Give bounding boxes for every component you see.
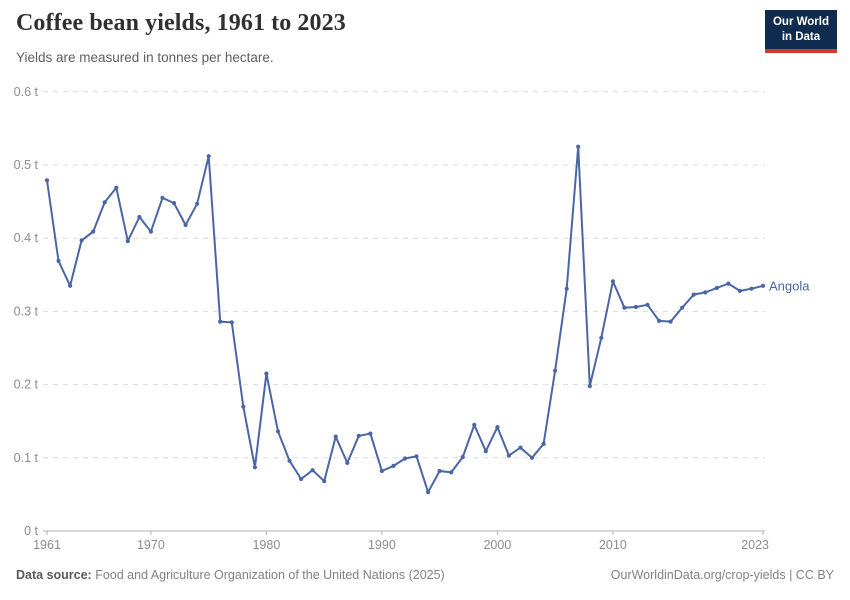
chart-subtitle: Yields are measured in tonnes per hectar… xyxy=(16,50,274,65)
data-point[interactable] xyxy=(333,434,338,439)
data-point[interactable] xyxy=(322,479,327,484)
y-tick-label: 0.3 t xyxy=(14,304,39,318)
data-point[interactable] xyxy=(148,229,153,234)
data-point[interactable] xyxy=(218,319,223,324)
data-point[interactable] xyxy=(553,368,558,373)
y-tick-label: 0.6 t xyxy=(14,85,39,99)
data-source-text: Food and Agriculture Organization of the… xyxy=(91,568,445,582)
data-point[interactable] xyxy=(518,445,523,450)
chart-footer: Data source: Food and Agriculture Organi… xyxy=(16,568,834,582)
owid-logo-line2: in Data xyxy=(781,30,821,43)
data-point[interactable] xyxy=(356,433,361,438)
y-tick-label: 0.2 t xyxy=(14,378,39,392)
data-point[interactable] xyxy=(668,319,673,324)
footer-license-link[interactable]: OurWorldinData.org/crop-yields | CC BY xyxy=(610,568,834,582)
data-point[interactable] xyxy=(414,454,419,459)
data-point[interactable] xyxy=(587,384,592,389)
data-point[interactable] xyxy=(402,456,408,461)
data-point[interactable] xyxy=(345,460,350,465)
data-point[interactable] xyxy=(599,335,604,340)
data-point[interactable] xyxy=(68,283,73,288)
data-point[interactable] xyxy=(472,422,477,427)
data-point[interactable] xyxy=(449,470,454,475)
data-point[interactable] xyxy=(714,285,719,291)
data-point[interactable] xyxy=(310,468,315,473)
data-point[interactable] xyxy=(564,286,569,291)
data-point[interactable] xyxy=(299,476,304,482)
x-tick-label: 1980 xyxy=(252,538,280,552)
y-tick-label: 0.5 t xyxy=(14,158,39,172)
owid-logo[interactable]: Our World in Data xyxy=(764,10,837,53)
data-point[interactable] xyxy=(633,304,639,310)
x-tick-label: 2000 xyxy=(483,538,511,552)
data-point[interactable] xyxy=(495,425,500,430)
x-tick-label: 1990 xyxy=(368,538,396,552)
data-point[interactable] xyxy=(529,455,535,460)
data-point[interactable] xyxy=(541,441,546,446)
owid-logo-line1: Our World xyxy=(772,16,829,28)
data-point[interactable] xyxy=(195,201,200,206)
data-point[interactable] xyxy=(368,431,373,436)
data-point[interactable] xyxy=(287,458,292,463)
data-point[interactable] xyxy=(622,305,627,310)
data-point[interactable] xyxy=(726,281,731,286)
data-point[interactable] xyxy=(391,463,396,468)
data-point[interactable] xyxy=(91,229,96,234)
x-tick-label: 1961 xyxy=(33,538,61,552)
data-point[interactable] xyxy=(506,453,511,458)
data-point[interactable] xyxy=(160,195,165,200)
x-tick-label: 2010 xyxy=(599,538,627,552)
data-point[interactable] xyxy=(576,144,581,149)
data-point[interactable] xyxy=(379,468,384,474)
data-point[interactable] xyxy=(737,288,743,293)
data-point[interactable] xyxy=(114,185,119,190)
data-point[interactable] xyxy=(102,200,107,205)
data-point[interactable] xyxy=(437,468,442,474)
yield-line-angola xyxy=(46,145,764,494)
data-point[interactable] xyxy=(264,371,269,376)
data-point[interactable] xyxy=(137,214,142,220)
y-tick-label: 0.1 t xyxy=(14,451,39,465)
y-tick-label: 0 t xyxy=(24,524,38,538)
data-point[interactable] xyxy=(610,279,616,284)
data-point[interactable] xyxy=(241,404,246,409)
data-point[interactable] xyxy=(657,318,662,323)
data-point[interactable] xyxy=(171,201,177,206)
data-point[interactable] xyxy=(483,449,488,454)
page-title: Coffee bean yields, 1961 to 2023 xyxy=(16,10,346,36)
data-point[interactable] xyxy=(760,283,766,288)
data-point[interactable] xyxy=(460,455,465,460)
y-tick-label: 0.4 t xyxy=(14,231,39,245)
data-point[interactable] xyxy=(426,490,431,495)
data-point[interactable] xyxy=(691,292,696,297)
data-point[interactable] xyxy=(229,320,234,325)
data-point[interactable] xyxy=(252,465,257,470)
data-point[interactable] xyxy=(275,429,281,434)
data-point[interactable] xyxy=(125,239,130,244)
data-source-label: Data source: xyxy=(16,568,92,582)
series-label-angola: Angola xyxy=(769,278,810,293)
data-point[interactable] xyxy=(79,238,84,243)
data-point[interactable] xyxy=(56,258,61,263)
data-point[interactable] xyxy=(703,290,708,295)
data-point[interactable] xyxy=(680,305,685,310)
data-point[interactable] xyxy=(645,302,650,307)
data-point[interactable] xyxy=(44,178,50,183)
data-point[interactable] xyxy=(749,286,754,291)
x-tick-label: 2023 xyxy=(741,538,769,552)
x-tick-label: 1970 xyxy=(137,538,165,552)
data-point[interactable] xyxy=(206,154,211,159)
data-source: Data source: Food and Agriculture Organi… xyxy=(16,568,445,582)
data-point[interactable] xyxy=(183,222,188,228)
